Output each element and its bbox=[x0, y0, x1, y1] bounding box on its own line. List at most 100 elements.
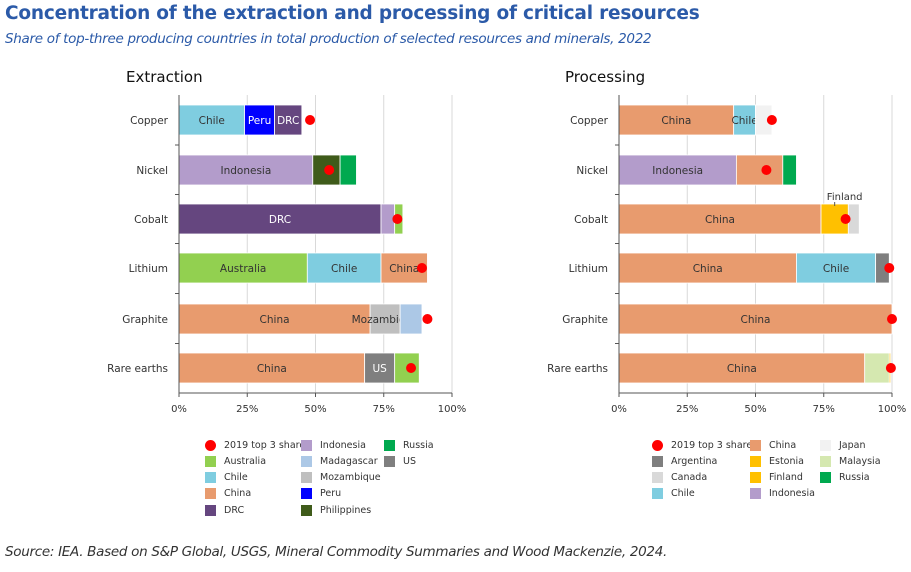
legend-item: Japan bbox=[820, 438, 866, 452]
legend-swatch bbox=[384, 455, 395, 467]
legend-swatch bbox=[820, 455, 831, 467]
legend-label: Estonia bbox=[769, 455, 804, 467]
share-2019-dot bbox=[761, 165, 772, 175]
x-tick-label: 0% bbox=[171, 404, 187, 415]
category-label: Copper bbox=[570, 115, 609, 127]
x-tick-label: 25% bbox=[676, 404, 698, 415]
bar-segment-drc bbox=[178, 203, 382, 235]
legend-swatch bbox=[205, 455, 216, 467]
legend-swatch bbox=[652, 488, 663, 500]
legend-swatch bbox=[750, 455, 761, 467]
legend-swatch bbox=[750, 488, 761, 500]
share-2019-dot bbox=[887, 314, 897, 324]
share-2019-dot bbox=[392, 214, 403, 224]
segment-label: China bbox=[741, 314, 771, 326]
legend-label: China bbox=[224, 488, 252, 500]
legend-item: Malaysia bbox=[820, 454, 881, 468]
segment-label: DRC bbox=[269, 214, 291, 226]
bar-segment-china bbox=[618, 352, 866, 384]
legend-label: Chile bbox=[224, 472, 248, 484]
bar-segment-russia bbox=[782, 154, 797, 186]
legend-label: Indonesia bbox=[320, 439, 366, 451]
legend-label: Japan bbox=[839, 439, 866, 451]
legend-swatch bbox=[301, 504, 312, 516]
bar-segment-china bbox=[178, 352, 366, 384]
segment-label: China bbox=[727, 363, 757, 375]
segment-label: Australia bbox=[220, 263, 266, 275]
legend-swatch bbox=[820, 439, 831, 451]
legend-item: Chile bbox=[652, 487, 695, 501]
legend-item: Argentina bbox=[652, 454, 717, 468]
figure-subtitle: Share of top-three producing countries i… bbox=[5, 31, 652, 47]
legend-item: 2019 top 3 share bbox=[652, 438, 752, 452]
share-2019-dot bbox=[406, 363, 417, 373]
category-label: Copper bbox=[130, 115, 169, 127]
legend-label: Russia bbox=[839, 472, 870, 484]
bar-segment-indonesia bbox=[618, 154, 737, 186]
legend-label: Canada bbox=[671, 472, 708, 484]
legend-label: Russia bbox=[403, 439, 434, 451]
legend-item: Indonesia bbox=[301, 438, 366, 452]
category-label: Nickel bbox=[136, 165, 168, 177]
x-tick-label: 50% bbox=[744, 404, 766, 415]
legend-item: Russia bbox=[384, 438, 434, 452]
legend-item: China bbox=[205, 487, 251, 501]
legend-item: Estonia bbox=[750, 454, 804, 468]
segment-label: China bbox=[257, 363, 287, 375]
bar-segment-drc bbox=[274, 104, 303, 136]
segment-label: US bbox=[372, 363, 387, 375]
x-tick-label: 100% bbox=[878, 404, 907, 415]
category-label: Lithium bbox=[569, 263, 608, 275]
bar-segment-indonesia bbox=[178, 154, 314, 186]
bar-segment-chile bbox=[178, 104, 245, 136]
x-tick-label: 75% bbox=[373, 404, 395, 415]
segment-label: Indonesia bbox=[652, 165, 703, 177]
share-2019-dot bbox=[422, 314, 433, 324]
category-label: Lithium bbox=[129, 263, 168, 275]
category-label: Rare earths bbox=[547, 363, 608, 375]
finland-annotation: Finland bbox=[827, 192, 863, 203]
share-2019-dot bbox=[416, 263, 427, 273]
legend-label: Peru bbox=[320, 488, 342, 500]
legend-dot-icon bbox=[652, 439, 663, 451]
legend-item: Philippines bbox=[301, 503, 371, 517]
legend-swatch bbox=[750, 472, 761, 484]
legend-item: Australia bbox=[205, 454, 266, 468]
legend-item: Madagascar bbox=[301, 454, 378, 468]
x-tick-label: 50% bbox=[304, 404, 326, 415]
legend-label: 2019 top 3 share bbox=[671, 439, 753, 451]
share-2019-dot bbox=[840, 214, 851, 224]
category-label: Rare earths bbox=[107, 363, 168, 375]
bar-segment-russia bbox=[339, 154, 357, 186]
bar-segment-madagascar bbox=[399, 303, 423, 335]
legend-item: Peru bbox=[301, 487, 341, 501]
legend-label: Chile bbox=[671, 488, 695, 500]
legend-item: China bbox=[750, 438, 796, 452]
segment-label: China bbox=[693, 263, 723, 275]
category-label: Graphite bbox=[122, 314, 168, 326]
segment-label: China bbox=[661, 115, 691, 127]
bar-segment-malaysia bbox=[864, 352, 890, 384]
category-label: Graphite bbox=[562, 314, 608, 326]
legend-item: Chile bbox=[205, 471, 248, 485]
processing-chart-title: Processing bbox=[565, 68, 646, 86]
legend-swatch bbox=[750, 439, 761, 451]
x-tick-label: 0% bbox=[611, 404, 627, 415]
segment-label: Peru bbox=[248, 115, 271, 127]
legend-item: US bbox=[384, 454, 416, 468]
segment-label: Indonesia bbox=[220, 165, 271, 177]
legend-label: Argentina bbox=[671, 455, 718, 467]
legend-label: Mozambique bbox=[320, 472, 381, 484]
legend-label: Malaysia bbox=[839, 455, 881, 467]
legend-dot-icon bbox=[205, 439, 216, 451]
x-tick-label: 25% bbox=[236, 404, 258, 415]
legend-label: DRC bbox=[224, 504, 245, 516]
share-2019-dot bbox=[324, 165, 335, 175]
category-label: Cobalt bbox=[134, 214, 168, 226]
segment-label: Chile bbox=[199, 115, 225, 127]
legend-label: US bbox=[403, 455, 416, 467]
bar-segment-china bbox=[735, 154, 784, 186]
legend-swatch bbox=[301, 472, 312, 484]
legend-item: Canada bbox=[652, 471, 707, 485]
